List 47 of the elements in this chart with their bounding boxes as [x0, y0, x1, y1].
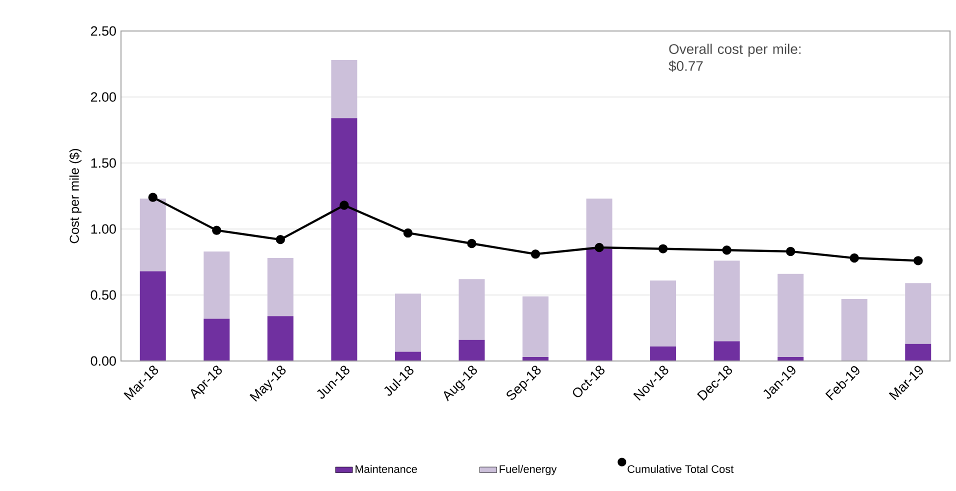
point — [658, 244, 668, 254]
bar — [522, 296, 549, 358]
point — [786, 246, 796, 256]
bar — [394, 294, 421, 352]
point — [276, 234, 286, 244]
bar — [140, 198, 166, 272]
bar — [267, 316, 294, 361]
point — [467, 238, 476, 248]
y-tick-label: 2.00 — [90, 92, 116, 102]
y-tick-label: 0.00 — [90, 356, 116, 366]
point — [212, 226, 222, 235]
y-tick-label: 2.50 — [90, 26, 116, 36]
point — [403, 228, 413, 238]
bar — [458, 340, 485, 361]
point — [722, 246, 732, 255]
bar — [204, 318, 230, 361]
y-axis-title: Cost per mile ($) — [69, 148, 82, 244]
bar — [714, 260, 740, 342]
y-tick-label: 0.50 — [90, 290, 116, 300]
bar — [204, 251, 230, 319]
legend-label: Fuel/energy — [500, 464, 557, 476]
bar — [331, 118, 358, 361]
point — [340, 200, 349, 210]
y-tick-label: 1.00 — [91, 224, 116, 234]
annotation: Overall cost per mile: $0.77 — [668, 44, 801, 72]
bar — [778, 274, 804, 358]
bar — [394, 352, 421, 361]
bar — [841, 298, 868, 361]
legend-label: Cumulative Total Cost — [628, 464, 734, 473]
bar — [586, 198, 612, 249]
point — [850, 253, 859, 263]
bar — [586, 248, 612, 361]
point — [530, 249, 540, 259]
legend-label: Maintenance — [356, 464, 417, 473]
bar — [714, 341, 740, 361]
bar — [650, 280, 676, 346]
bar — [267, 258, 294, 316]
bar — [905, 344, 932, 361]
point — [594, 242, 604, 252]
bar — [650, 346, 676, 361]
bar — [140, 271, 166, 361]
bar — [905, 283, 932, 344]
point — [148, 192, 158, 202]
bar — [458, 279, 485, 340]
bar — [331, 60, 358, 118]
point — [914, 256, 923, 266]
y-tick-label: 1.50 — [91, 158, 116, 168]
